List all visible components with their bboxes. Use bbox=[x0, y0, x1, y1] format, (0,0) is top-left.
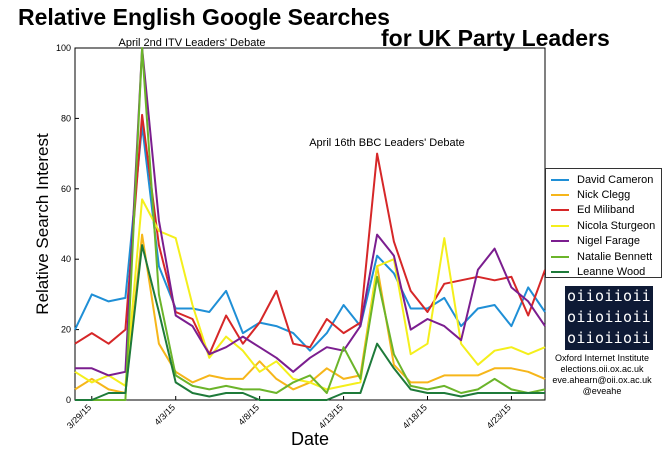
legend-label: Leanne Wood bbox=[577, 266, 646, 279]
credits: Oxford Internet Institute elections.oii.… bbox=[541, 353, 663, 397]
annotation-1: April 2nd ITV Leaders' Debate bbox=[118, 37, 265, 49]
legend-swatch bbox=[551, 224, 569, 227]
legend-label: Natalie Bennett bbox=[577, 250, 653, 263]
x-tick-label: 4/8/15 bbox=[236, 402, 261, 427]
x-tick-label: 4/3/15 bbox=[152, 402, 177, 427]
legend-swatch bbox=[551, 240, 569, 243]
x-tick-label: 4/23/15 bbox=[485, 402, 513, 430]
legend-label: David Cameron bbox=[577, 173, 654, 186]
legend-label: Ed Miliband bbox=[577, 204, 635, 217]
y-tick-label: 20 bbox=[61, 325, 71, 335]
y-tick-label: 60 bbox=[61, 184, 71, 194]
x-tick-label: 4/13/15 bbox=[317, 402, 345, 430]
series-line-nigel-farage bbox=[75, 47, 546, 377]
credit-institute: Oxford Internet Institute bbox=[554, 353, 650, 363]
legend-label: Nicola Sturgeon bbox=[577, 219, 656, 232]
series-line-leanne-wood bbox=[75, 244, 545, 401]
legend-item-ed-miliband: Ed Miliband bbox=[551, 203, 661, 218]
y-axis-label: Relative Search Interest bbox=[33, 133, 52, 315]
series-line-natalie-bennett bbox=[75, 47, 546, 401]
logo-row: oiioiioii bbox=[567, 287, 651, 305]
series-line-david-cameron bbox=[74, 124, 546, 352]
legend-label: Nigel Farage bbox=[577, 235, 640, 248]
x-tick-label: 4/18/15 bbox=[401, 402, 429, 430]
annotation-2: April 16th BBC Leaders' Debate bbox=[309, 137, 465, 149]
y-tick-label: 100 bbox=[56, 43, 71, 53]
legend: David Cameron Nick Clegg Ed Miliband Nic… bbox=[545, 168, 662, 278]
legend-item-nicola-sturgeon: Nicola Sturgeon bbox=[551, 218, 661, 233]
legend-swatch bbox=[551, 271, 569, 274]
x-axis-label: Date bbox=[291, 429, 329, 449]
oii-logo: oiioiioii oiioiioii oiioiioii bbox=[565, 286, 653, 350]
legend-item-leanne-wood: Leanne Wood bbox=[551, 264, 661, 279]
legend-swatch bbox=[551, 178, 569, 181]
y-tick-label: 80 bbox=[61, 113, 71, 123]
legend-label: Nick Clegg bbox=[577, 189, 631, 202]
chart-title-line2: for UK Party Leaders bbox=[381, 25, 610, 51]
legend-item-natalie-bennett: Natalie Bennett bbox=[551, 249, 661, 264]
legend-item-nigel-farage: Nigel Farage bbox=[551, 234, 661, 249]
legend-item-nick-clegg: Nick Clegg bbox=[551, 187, 661, 202]
x-tick-label: 3/29/15 bbox=[65, 402, 93, 430]
credit-email: eve.ahearn@oii.ox.ac.uk bbox=[552, 375, 652, 385]
legend-swatch bbox=[551, 209, 569, 212]
chart-title-line1: Relative English Google Searches bbox=[18, 4, 390, 30]
legend-swatch bbox=[551, 194, 569, 197]
legend-swatch bbox=[551, 255, 569, 258]
credit-website: elections.oii.ox.ac.uk bbox=[560, 364, 644, 374]
series-line-nicola-sturgeon bbox=[74, 198, 546, 391]
y-tick-label: 40 bbox=[61, 254, 71, 264]
logo-row: oiioiioii bbox=[567, 329, 651, 347]
y-tick-label: 0 bbox=[66, 395, 71, 405]
logo-row: oiioiioii bbox=[567, 308, 651, 326]
legend-item-david-cameron: David Cameron bbox=[551, 172, 661, 187]
credit-twitter: @eveahe bbox=[582, 386, 622, 396]
